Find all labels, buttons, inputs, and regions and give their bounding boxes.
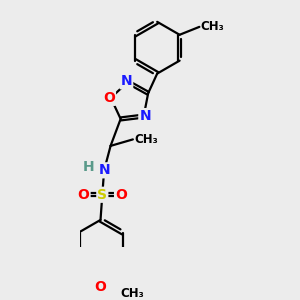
Text: O: O — [115, 188, 127, 202]
Text: N: N — [98, 163, 110, 177]
Text: CH₃: CH₃ — [135, 133, 158, 146]
Text: O: O — [94, 280, 106, 294]
Text: O: O — [103, 91, 115, 105]
Text: N: N — [121, 74, 132, 88]
Text: H: H — [82, 160, 94, 174]
Text: CH₃: CH₃ — [201, 20, 225, 33]
Text: S: S — [97, 188, 107, 202]
Text: O: O — [78, 188, 90, 202]
Text: N: N — [139, 109, 151, 123]
Text: CH₃: CH₃ — [121, 287, 144, 300]
